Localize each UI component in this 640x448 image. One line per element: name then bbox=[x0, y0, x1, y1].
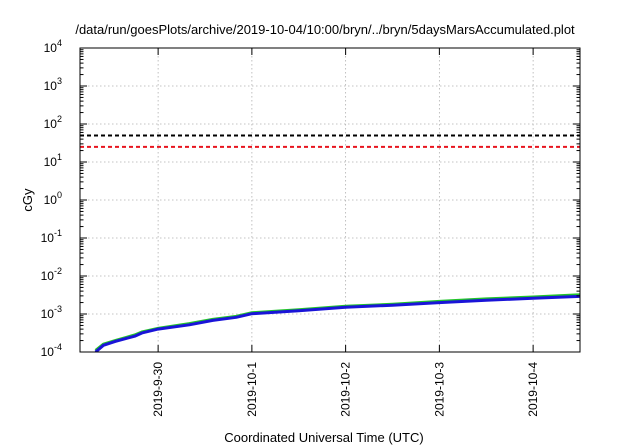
chart-title: /data/run/goesPlots/archive/2019-10-04/1… bbox=[75, 22, 575, 37]
x-tick-label: 2019-10-3 bbox=[432, 362, 446, 417]
y-tick-label: 10-3 bbox=[41, 304, 62, 321]
reference-lines bbox=[80, 134, 580, 148]
x-tick-labels: 2019-9-30 2019-10-1 2019-10-2 2019-10-3 2019… bbox=[151, 362, 540, 417]
x-tick-label: 2019-9-30 bbox=[151, 362, 165, 417]
y-tick-label: 101 bbox=[44, 152, 62, 169]
x-tick-label: 2019-10-2 bbox=[339, 362, 353, 417]
y-tick-label: 104 bbox=[44, 38, 62, 55]
series-line bbox=[94, 294, 580, 352]
series-line bbox=[94, 293, 580, 352]
series-layer bbox=[94, 293, 580, 352]
y-tick-label: 102 bbox=[44, 114, 62, 131]
y-tick-label: 100 bbox=[44, 190, 62, 207]
y-tick-labels: 10-4 10-3 10-2 10-1 100 101 102 103 104 bbox=[41, 38, 62, 359]
y-axis-label: cGy bbox=[20, 188, 35, 212]
tick-layer bbox=[80, 47, 580, 353]
x-axis-label: Coordinated Universal Time (UTC) bbox=[224, 430, 423, 445]
y-tick-label: 10-4 bbox=[41, 342, 62, 359]
y-tick-label: 103 bbox=[44, 76, 62, 93]
x-tick-label: 2019-10-4 bbox=[526, 362, 540, 417]
grid-layer bbox=[80, 48, 580, 352]
y-tick-label: 10-2 bbox=[41, 266, 62, 283]
x-tick-label: 2019-10-1 bbox=[245, 362, 259, 417]
y-tick-label: 10-1 bbox=[41, 228, 62, 245]
